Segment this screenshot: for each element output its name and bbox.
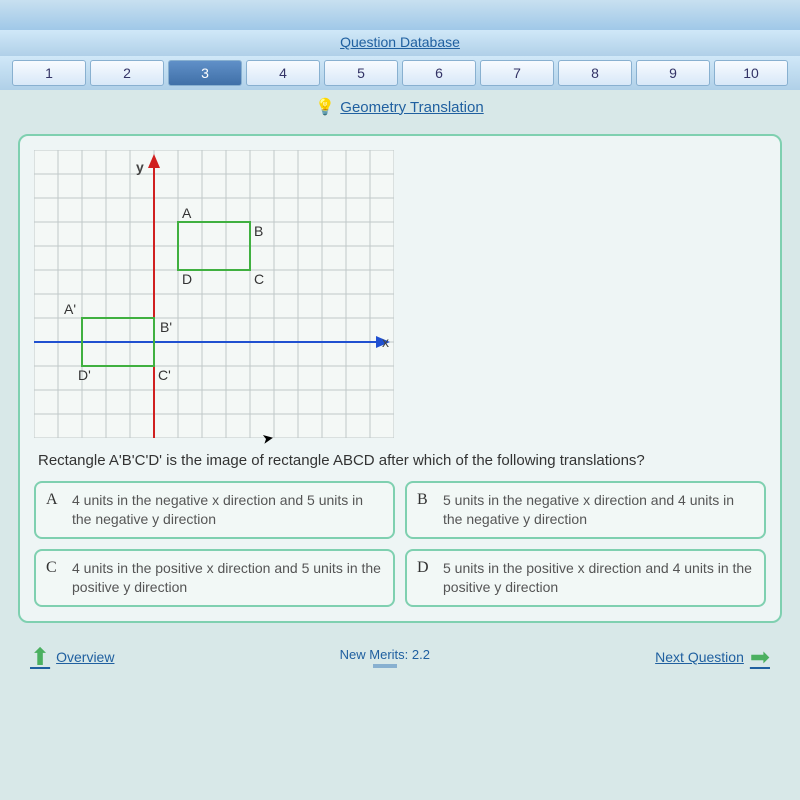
choice-d[interactable]: D 5 units in the positive x direction and… [405,549,766,607]
next-question-link[interactable]: Next Question ➡ [655,643,770,672]
merits-display: New Merits: 2.2 [340,647,430,668]
answer-choices: A 4 units in the negative x direction and… [34,481,766,607]
svg-text:A': A' [64,301,76,317]
question-card: x y A B C D A' B' C' D' ➤ Rectangle A'B'C'D' is t… [18,134,782,623]
nav-button-9[interactable]: 9 [636,60,710,86]
choice-a[interactable]: A 4 units in the negative x direction and… [34,481,395,539]
svg-text:D': D' [78,367,91,383]
nav-button-8[interactable]: 8 [558,60,632,86]
choice-text: 5 units in the positive x direction and … [443,559,754,597]
nav-button-6[interactable]: 6 [402,60,476,86]
merits-label: New Merits: 2.2 [340,647,430,662]
nav-button-1[interactable]: 1 [12,60,86,86]
overview-label: Overview [56,649,114,665]
svg-text:C: C [254,271,264,287]
nav-button-3[interactable]: 3 [168,60,242,86]
arrow-left-icon: ⬆ [30,643,50,672]
question-text: Rectangle A'B'C'D' is the image of recta… [38,452,762,469]
cursor-icon: ➤ [261,429,276,448]
arrow-right-icon: ➡ [750,643,770,672]
subtitle-row: 💡 Geometry Translation [0,90,800,130]
overview-link[interactable]: ⬆ Overview [30,643,114,672]
topic-link[interactable]: Geometry Translation [340,99,483,116]
nav-button-7[interactable]: 7 [480,60,554,86]
svg-text:y: y [136,159,144,175]
nav-button-2[interactable]: 2 [90,60,164,86]
nav-button-5[interactable]: 5 [324,60,398,86]
choice-letter: C [46,559,62,577]
svg-text:D: D [182,271,192,287]
svg-text:x: x [382,334,389,350]
choice-letter: B [417,491,433,509]
choice-letter: A [46,491,62,509]
choice-text: 5 units in the negative x direction and … [443,491,754,529]
svg-text:C': C' [158,367,171,383]
choice-b[interactable]: B 5 units in the negative x direction and… [405,481,766,539]
lightbulb-icon: 💡 [316,98,334,116]
nav-button-10[interactable]: 10 [714,60,788,86]
window-chrome [0,0,800,30]
question-nav: 12345678910 [0,56,800,90]
next-label: Next Question [655,649,744,665]
svg-text:A: A [182,205,192,221]
choice-text: 4 units in the negative x direction and … [72,491,383,529]
nav-button-4[interactable]: 4 [246,60,320,86]
choice-letter: D [417,559,433,577]
footer: ⬆ Overview New Merits: 2.2 Next Question… [0,633,800,682]
header: Question Database [0,30,800,56]
merits-bar [373,664,397,668]
svg-text:B: B [254,223,263,239]
svg-text:B': B' [160,319,172,335]
question-database-link[interactable]: Question Database [340,34,460,50]
coordinate-graph: x y A B C D A' B' C' D' [34,150,394,438]
choice-text: 4 units in the positive x direction and … [72,559,383,597]
choice-c[interactable]: C 4 units in the positive x direction and… [34,549,395,607]
graph-container: xyABCDA'B'C'D' ➤ [34,150,766,438]
